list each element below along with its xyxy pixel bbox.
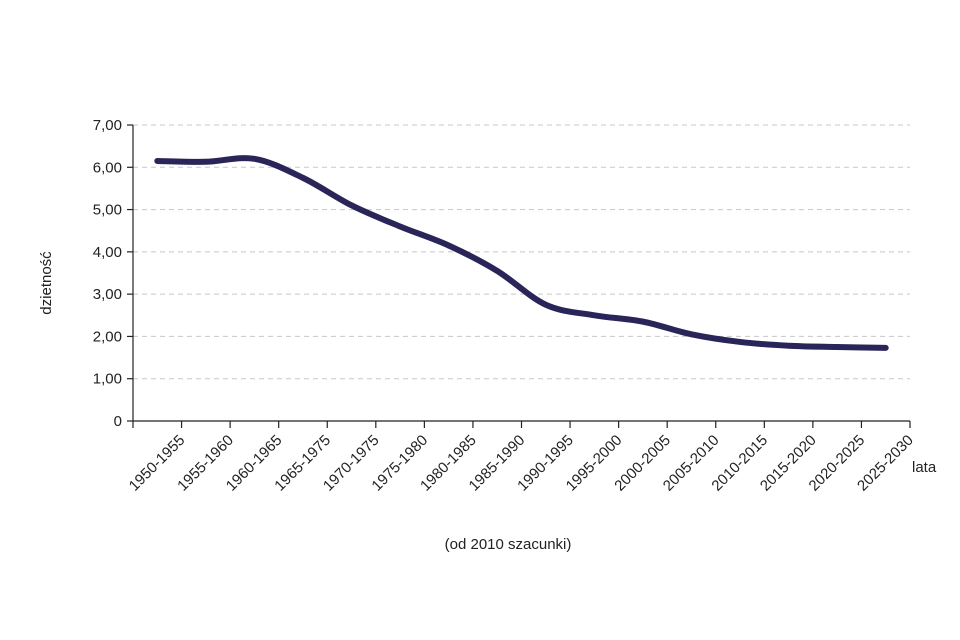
tick-labels: 01,002,003,004,005,006,007,001950-195519… (93, 117, 917, 495)
y-tick-label: 1,00 (93, 371, 122, 388)
y-tick-label: 6,00 (93, 159, 122, 176)
chart-note: (od 2010 szacunki) (445, 536, 572, 553)
grid-lines (133, 124, 910, 380)
y-tick-label: 0 (114, 413, 122, 430)
axes (127, 124, 911, 428)
series-lines (154, 155, 889, 351)
y-tick-label: 5,00 (93, 202, 122, 219)
y-tick-label: 4,00 (93, 244, 122, 261)
y-tick-label: 7,00 (93, 117, 122, 134)
y-axis-title: dzietność (38, 251, 55, 315)
y-tick-label: 3,00 (93, 286, 122, 303)
y-tick-label: 2,00 (93, 328, 122, 345)
x-axis-title: lata (912, 459, 937, 476)
fertility-series-line (154, 155, 889, 351)
